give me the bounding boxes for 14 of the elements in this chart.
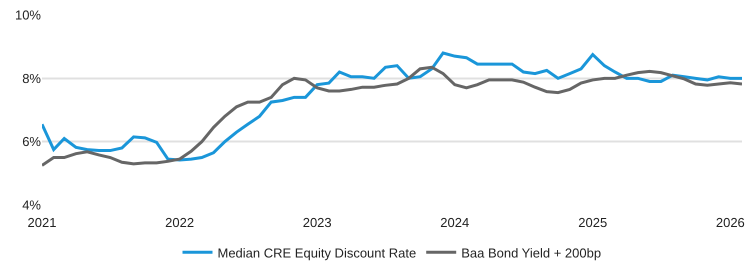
y-tick-label: 6% [22, 134, 42, 150]
x-tick-label: 2026 [716, 215, 745, 230]
x-tick-label: 2025 [578, 215, 608, 230]
y-tick-label: 10% [14, 8, 42, 23]
x-tick-label: 2024 [440, 215, 470, 230]
x-tick-label: 2021 [28, 215, 56, 230]
line-series [42, 52, 742, 162]
x-tick-label: 2022 [165, 215, 194, 230]
legend-label: Median CRE Equity Discount Rate [218, 245, 416, 260]
y-tick-label: 4% [22, 198, 42, 213]
x-tick-label: 2023 [302, 215, 332, 230]
legend-label: Baa Bond Yield + 200bp [461, 245, 602, 260]
y-tick-label: 8% [22, 70, 42, 86]
line-series [42, 66, 742, 167]
